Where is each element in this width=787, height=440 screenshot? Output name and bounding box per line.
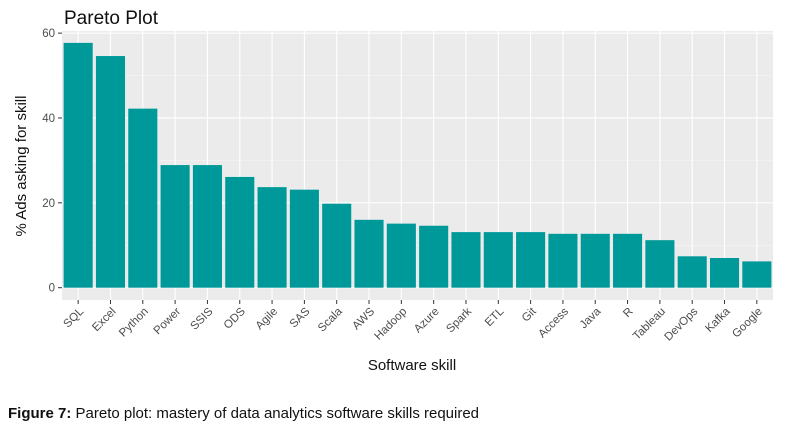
- bar-power: [160, 165, 190, 288]
- bar-etl: [483, 232, 513, 288]
- caption-label: Figure 7:: [8, 405, 72, 422]
- y-tick-label: 0: [49, 283, 55, 295]
- bar-hadoop: [386, 223, 416, 288]
- x-tick-label: SAS: [288, 305, 313, 330]
- bar-python: [128, 108, 158, 288]
- y-tick-label: 40: [42, 113, 55, 125]
- x-tick-label: Kafka: [703, 305, 733, 335]
- x-tick-label: Hadoop: [372, 306, 409, 343]
- x-tick-label: Scala: [316, 305, 345, 334]
- x-tick-label: Azure: [412, 306, 442, 336]
- bar-scala: [322, 203, 352, 288]
- y-tick-label: 60: [42, 28, 55, 40]
- x-tick-label: Python: [117, 306, 151, 340]
- y-axis-title: % Ads asking for skill: [13, 96, 30, 237]
- caption-text: Pareto plot: mastery of data analytics s…: [75, 405, 480, 422]
- x-tick-label: Google: [730, 306, 765, 341]
- bar-azure: [419, 225, 449, 288]
- x-tick-label: R: [621, 306, 635, 320]
- bar-aws: [354, 219, 384, 288]
- x-tick-label: ODS: [222, 305, 248, 331]
- bar-sas: [289, 189, 319, 288]
- x-tick-label: SQL: [62, 305, 87, 330]
- x-tick-label: DevOps: [662, 305, 700, 343]
- bar-sql: [63, 42, 93, 288]
- x-axis-title: Software skill: [368, 357, 456, 374]
- x-tick-label: Git: [520, 305, 539, 324]
- bar-access: [548, 233, 578, 288]
- bar-r: [613, 233, 643, 288]
- x-tick-label: Power: [152, 306, 184, 338]
- bar-git: [516, 232, 546, 288]
- x-tick-label: ETL: [483, 305, 507, 329]
- x-tick-label: SSIS: [189, 305, 216, 332]
- x-tick-label: Access: [536, 305, 571, 340]
- y-axis-ticks: 0 20 40 60: [42, 28, 62, 295]
- x-tick-label: Agile: [254, 306, 281, 333]
- bar-agile: [257, 187, 287, 288]
- x-tick-label: Java: [578, 305, 604, 331]
- bar-devops: [677, 256, 707, 288]
- bar-java: [580, 233, 610, 288]
- x-tick-label: Spark: [444, 305, 474, 335]
- bar-google: [742, 261, 772, 288]
- x-tick-label: Excel: [90, 306, 118, 334]
- bars: [63, 42, 772, 288]
- figure-caption: Figure 7: Pareto plot: mastery of data a…: [8, 405, 479, 422]
- chart-title: Pareto Plot: [64, 8, 159, 29]
- x-tick-label: AWS: [350, 305, 377, 332]
- y-tick-label: 20: [42, 198, 55, 210]
- bar-tableau: [645, 240, 675, 288]
- bar-ssis: [192, 165, 222, 288]
- bar-spark: [451, 232, 481, 288]
- bar-excel: [95, 56, 126, 288]
- x-tick-label: Tableau: [631, 306, 668, 343]
- bar-ods: [225, 176, 255, 288]
- bar-kafka: [709, 257, 740, 288]
